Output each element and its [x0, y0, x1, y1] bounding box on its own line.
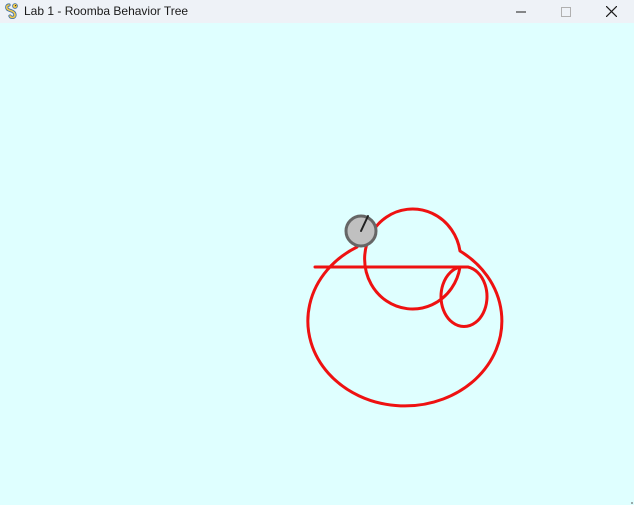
close-button[interactable]	[588, 0, 634, 23]
simulation-canvas[interactable]	[0, 23, 634, 505]
close-icon	[605, 6, 617, 17]
window-title: Lab 1 - Roomba Behavior Tree	[24, 4, 189, 18]
minimize-icon	[516, 7, 526, 17]
roomba-heading-indicator	[360, 215, 369, 232]
simulation-drawing	[306, 207, 504, 408]
minimize-button[interactable]	[498, 0, 544, 23]
maximize-button[interactable]	[543, 0, 589, 23]
roomba-robot	[344, 214, 378, 248]
maximize-icon	[561, 6, 571, 17]
cleaning-trail	[306, 207, 504, 408]
pygame-snake-icon	[4, 3, 20, 20]
resize-grip-icon[interactable]	[629, 500, 633, 504]
title-bar[interactable]: Lab 1 - Roomba Behavior Tree	[0, 0, 634, 23]
